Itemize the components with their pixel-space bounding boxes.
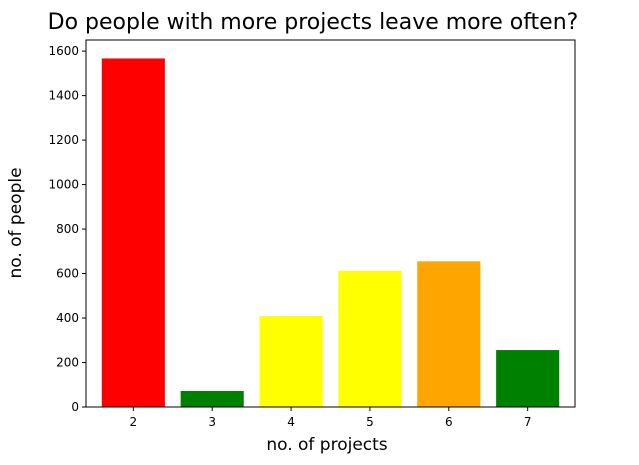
y-tick-label: 1600 [48, 44, 79, 58]
chart-title: Do people with more projects leave more … [48, 10, 579, 35]
plot-frame [85, 39, 576, 408]
bar-4 [259, 316, 323, 407]
y-tick-label: 800 [56, 222, 79, 236]
x-tick-label: 5 [366, 415, 374, 429]
y-tick-label: 1400 [48, 89, 79, 103]
y-axis-label: no. of people [6, 167, 26, 278]
y-tick-label: 200 [56, 356, 79, 370]
bar-5 [338, 270, 402, 407]
y-tick-label: 600 [56, 267, 79, 281]
y-tick-label: 1000 [48, 178, 79, 192]
y-tick-label: 400 [56, 311, 79, 325]
x-axis-label: no. of projects [266, 435, 387, 455]
x-tick-label: 6 [445, 415, 453, 429]
bar-6 [417, 261, 481, 407]
x-tick-label: 2 [130, 415, 138, 429]
x-tick-label: 3 [208, 415, 216, 429]
x-axis-ticks: 2 3 4 5 6 7 [130, 407, 532, 429]
x-tick-label: 4 [287, 415, 295, 429]
y-tick-label: 1200 [48, 133, 79, 147]
x-tick-label: 7 [524, 415, 532, 429]
bars-group [101, 58, 560, 407]
y-tick-label: 0 [71, 400, 79, 414]
bar-2 [101, 58, 165, 407]
y-axis-ticks: 0 200 400 600 800 1000 1200 1400 1600 [48, 44, 86, 414]
bar-7 [496, 350, 560, 407]
bar-3 [180, 390, 244, 407]
